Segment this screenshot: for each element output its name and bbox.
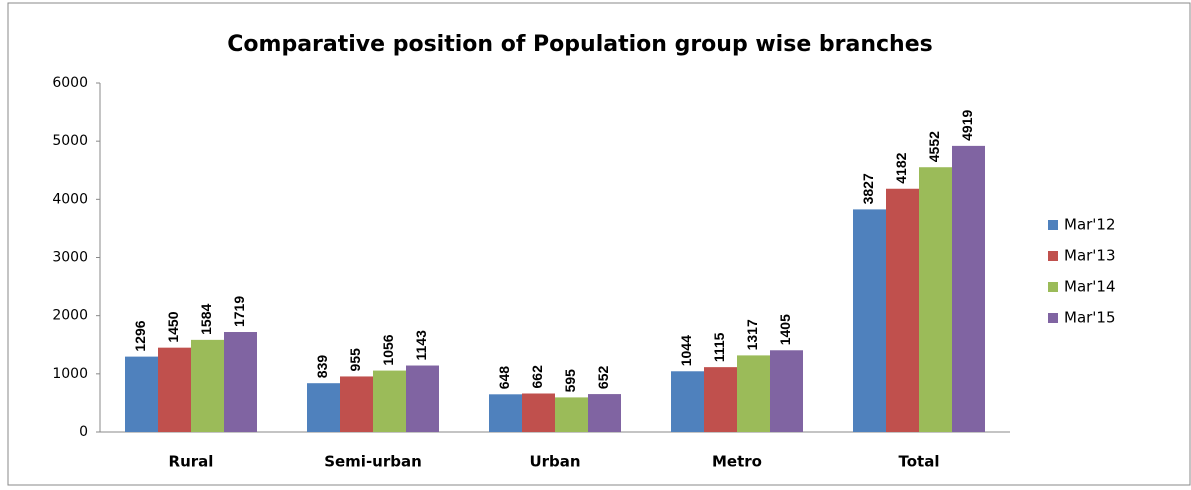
value-label: 3827 — [860, 173, 876, 204]
value-label: 955 — [347, 348, 363, 372]
x-tick-label: Semi-urban — [324, 453, 422, 471]
legend-label: Mar'15 — [1064, 309, 1116, 327]
bar — [522, 393, 555, 432]
value-label: 1317 — [744, 319, 760, 350]
value-label: 648 — [496, 366, 512, 390]
bar — [191, 339, 224, 432]
value-label: 1056 — [380, 334, 396, 365]
bar — [555, 397, 588, 432]
legend-label: Mar'14 — [1064, 278, 1116, 296]
bar — [737, 355, 770, 432]
value-label: 839 — [314, 355, 330, 379]
y-tick-label: 3000 — [52, 250, 88, 266]
bar — [224, 332, 257, 432]
y-tick-label: 1000 — [52, 366, 88, 382]
bar — [125, 356, 158, 432]
legend-swatch — [1048, 220, 1058, 230]
bar — [770, 350, 803, 432]
value-label: 4182 — [893, 152, 909, 183]
bar — [919, 167, 952, 432]
value-label: 1450 — [165, 311, 181, 342]
legend-label: Mar'12 — [1064, 216, 1116, 234]
value-label: 1115 — [711, 332, 727, 362]
x-tick-label: Rural — [169, 453, 214, 471]
bar — [406, 365, 439, 432]
x-tick-label: Urban — [529, 453, 580, 471]
value-label: 1143 — [413, 330, 429, 361]
legend-swatch — [1048, 282, 1058, 292]
bar — [952, 145, 985, 432]
value-label: 1584 — [198, 304, 214, 335]
y-tick-label: 2000 — [52, 308, 88, 324]
chart-title: Comparative position of Population group… — [227, 32, 932, 57]
y-tick-label: 5000 — [52, 133, 88, 149]
bar — [704, 367, 737, 432]
chart-border — [7, 2, 1191, 486]
value-label: 1405 — [777, 314, 793, 345]
bar — [886, 188, 919, 432]
value-label: 4552 — [926, 131, 942, 162]
bar — [158, 347, 191, 432]
bar — [340, 376, 373, 432]
x-tick-label: Metro — [712, 453, 762, 471]
value-label: 652 — [595, 366, 611, 390]
bar — [853, 209, 886, 432]
x-tick-label: Total — [899, 453, 940, 471]
y-tick-label: 6000 — [52, 75, 88, 91]
value-label: 1296 — [132, 320, 148, 351]
bar — [588, 394, 621, 432]
legend-swatch — [1048, 313, 1058, 323]
bar — [307, 383, 340, 432]
bar — [489, 394, 522, 432]
y-tick-label: 0 — [79, 424, 88, 440]
value-label: 662 — [529, 365, 545, 389]
value-label: 1044 — [678, 335, 694, 366]
value-label: 4919 — [959, 110, 975, 141]
bar — [373, 370, 406, 432]
y-tick-label: 4000 — [52, 191, 88, 207]
value-label: 595 — [562, 369, 578, 393]
value-label: 1719 — [231, 296, 247, 327]
bar — [671, 371, 704, 432]
legend-swatch — [1048, 251, 1058, 261]
legend-label: Mar'13 — [1064, 247, 1116, 265]
